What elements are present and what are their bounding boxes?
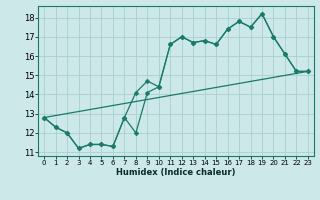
X-axis label: Humidex (Indice chaleur): Humidex (Indice chaleur)	[116, 168, 236, 177]
